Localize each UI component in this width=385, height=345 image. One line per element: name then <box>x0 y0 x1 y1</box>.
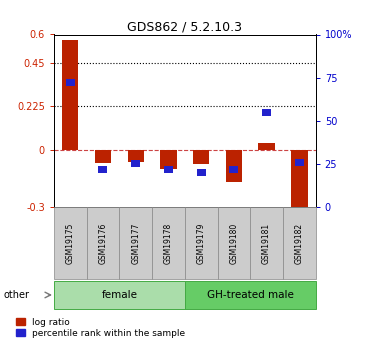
Bar <box>193 149 209 164</box>
Bar <box>164 166 173 172</box>
Bar <box>160 149 177 169</box>
Bar <box>226 149 242 182</box>
Text: GH-treated male: GH-treated male <box>207 290 294 300</box>
Bar <box>185 207 218 279</box>
Legend: log ratio, percentile rank within the sample: log ratio, percentile rank within the sa… <box>16 318 186 338</box>
Text: GSM19177: GSM19177 <box>131 223 140 264</box>
Bar <box>54 207 87 279</box>
Text: GSM19179: GSM19179 <box>197 223 206 264</box>
Text: other: other <box>4 290 30 300</box>
Bar <box>66 79 75 86</box>
Bar <box>283 207 316 279</box>
Title: GDS862 / 5.2.10.3: GDS862 / 5.2.10.3 <box>127 20 242 33</box>
Bar <box>295 159 304 166</box>
Bar <box>262 109 271 116</box>
Text: female: female <box>101 290 137 300</box>
Bar <box>250 207 283 279</box>
Bar <box>119 207 152 279</box>
Bar <box>229 166 238 172</box>
Bar <box>218 207 250 279</box>
Bar <box>185 281 316 309</box>
Bar <box>152 207 185 279</box>
Bar <box>127 149 144 162</box>
Bar <box>291 149 308 222</box>
Text: GSM19178: GSM19178 <box>164 223 173 264</box>
Text: GSM19180: GSM19180 <box>229 223 238 264</box>
Text: GSM19181: GSM19181 <box>262 223 271 264</box>
Bar <box>99 166 107 172</box>
Bar <box>54 281 185 309</box>
Text: GSM19175: GSM19175 <box>66 223 75 264</box>
Bar <box>258 143 275 149</box>
Bar <box>95 149 111 163</box>
Bar <box>197 169 206 176</box>
Bar <box>131 160 140 167</box>
Bar <box>87 207 119 279</box>
Text: GSM19182: GSM19182 <box>295 223 304 264</box>
Bar <box>62 40 79 149</box>
Text: GSM19176: GSM19176 <box>99 223 107 264</box>
